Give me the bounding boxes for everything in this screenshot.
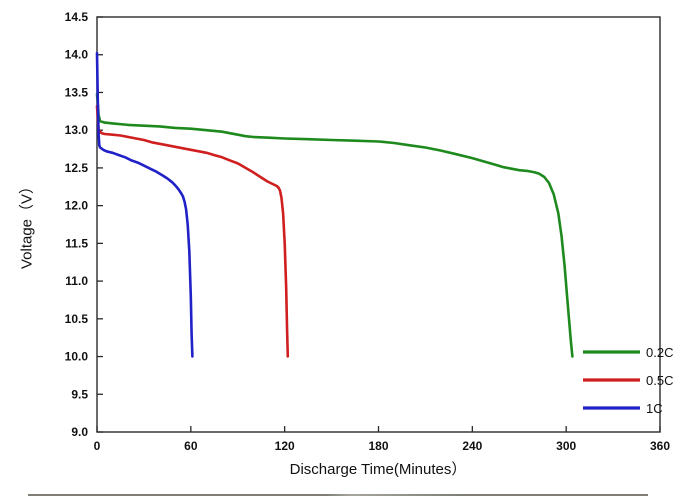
y-tick-label: 9.0 (71, 425, 88, 439)
legend-label-0.5C: 0.5C (646, 373, 673, 388)
x-axis-label: Discharge Time(Minutes） (289, 461, 467, 478)
x-tick-label: 60 (184, 439, 198, 453)
y-tick-label: 10.0 (65, 350, 89, 364)
x-tick-label: 360 (650, 439, 670, 453)
series-line-0.2C (95, 92, 574, 358)
y-tick-label: 13.5 (65, 85, 89, 99)
y-tick-label: 13.0 (65, 123, 89, 137)
y-tick-label: 9.5 (71, 387, 88, 401)
x-tick-label: 120 (275, 439, 295, 453)
y-tick-label: 10.5 (65, 312, 89, 326)
y-tick-label: 11.5 (65, 236, 88, 250)
x-tick-label: 300 (556, 439, 576, 453)
series-line-1C (95, 51, 194, 358)
y-tick-label: 14.0 (65, 48, 89, 62)
x-tick-label: 240 (462, 439, 482, 453)
scan-artifact-line (28, 494, 648, 496)
x-tick-label: 180 (368, 439, 388, 453)
series-line-0.5C (95, 104, 290, 358)
y-tick-label: 14.5 (65, 10, 89, 24)
legend-label-1C: 1C (646, 401, 663, 416)
plot-frame (96, 16, 661, 433)
x-tick-label: 0 (94, 439, 101, 453)
y-tick-label: 11.0 (65, 274, 88, 288)
y-tick-label: 12.0 (65, 199, 89, 213)
legend-label-0.2C: 0.2C (646, 345, 673, 360)
y-tick-label: 12.5 (65, 161, 89, 175)
y-axis-label: Voltage（V） (18, 178, 36, 270)
